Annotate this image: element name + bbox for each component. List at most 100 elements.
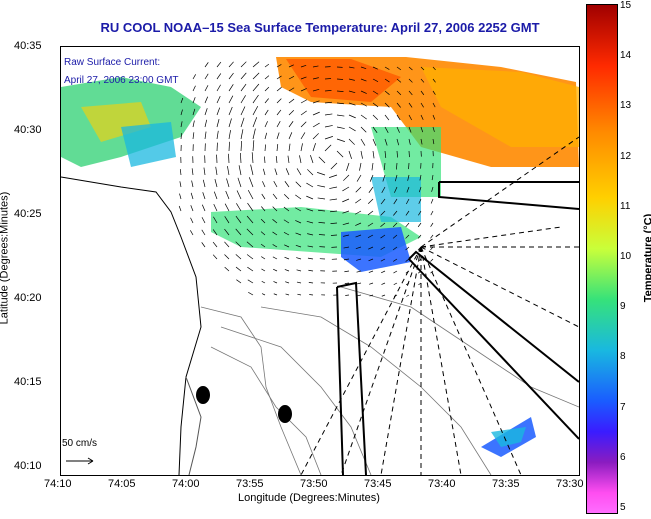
raw-surface-current-label: Raw Surface Current: [64,57,161,68]
current-arrow [212,241,218,248]
current-arrow [360,114,367,120]
current-arrow [204,85,209,92]
current-arrow [204,119,208,128]
current-arrow [236,279,242,284]
current-arrow [384,66,390,70]
current-arrow [355,246,362,250]
current-arrow [235,254,242,260]
current-arrow [394,186,398,193]
current-arrow [180,109,183,116]
current-arrow [384,138,388,146]
current-arrow [342,210,350,214]
current-arrow [367,198,374,205]
current-arrow [396,126,400,133]
current-arrow [252,83,260,92]
current-arrow [288,64,294,68]
current-arrow [228,84,234,92]
current-arrow [348,78,355,81]
y-tick-label: 40:35 [14,40,42,52]
current-arrow [299,155,302,164]
current-arrow [430,222,434,227]
current-arrow [368,186,374,193]
current-arrow [190,217,194,224]
current-arrow [276,98,282,104]
current-arrow [348,114,356,119]
current-arrow [264,121,268,128]
current-arrow [300,121,307,128]
current-arrow [360,102,368,107]
current-arrow [212,254,218,260]
current-arrow [405,222,410,228]
current-arrow [300,76,307,80]
current-arrow [179,169,182,176]
current-arrow [406,186,410,193]
current-arrow [213,216,218,224]
current-arrow [228,106,233,116]
current-arrow [384,90,390,95]
current-arrow [261,268,266,272]
current-arrow [274,168,278,176]
current-arrow [396,114,401,121]
current-arrow [307,169,314,176]
current-arrow [393,294,398,297]
current-arrow [381,282,386,285]
y-tick-label: 40:25 [14,208,42,220]
current-arrow [381,294,386,297]
current-arrow [382,174,386,182]
current-arrow [408,138,411,145]
current-arrow [360,138,366,146]
current-arrow [392,234,398,239]
current-arrow [380,234,386,239]
current-arrow [247,279,254,284]
current-arrow [430,234,434,239]
current-arrow [180,97,184,104]
current-arrow [317,185,326,188]
current-arrow [348,66,355,69]
current-arrow [384,126,389,134]
current-arrow [252,61,260,68]
current-arrow [215,166,218,176]
current-arrow [367,234,374,239]
current-arrow [284,269,290,272]
current-arrow [336,90,344,92]
current-arrow [312,77,319,80]
current-arrow [372,90,379,95]
current-arrow [192,97,196,104]
current-arrow [240,61,247,68]
current-arrow [235,215,242,224]
current-arrow [225,190,230,200]
current-arrow [396,138,400,146]
current-arrow [276,64,282,68]
current-arrow [204,131,207,140]
current-arrow [192,132,195,140]
map-svg [61,57,579,475]
current-arrow [276,144,279,152]
current-arrow [190,205,194,212]
temperature-colorbar [586,4,618,514]
current-arrow [250,164,254,176]
current-arrow [360,78,367,82]
current-arrow [372,78,379,83]
current-arrow [317,197,326,200]
current-arrow [262,168,266,176]
colorbar-tick: 12 [620,150,632,162]
current-arrow [380,270,386,274]
current-arrow [367,222,374,227]
current-arrow [272,256,278,260]
current-arrow [204,62,209,68]
current-arrow [246,228,254,236]
current-arrow [228,72,234,80]
current-arrow [201,217,206,224]
current-arrow [336,126,345,129]
current-arrow [191,168,194,176]
current-arrow [343,258,350,261]
current-arrow [272,219,278,224]
current-arrow [392,246,398,251]
current-arrow [252,128,256,140]
current-arrow [384,114,390,121]
current-arrow [348,138,355,145]
y-tick-label: 40:15 [14,376,42,388]
current-arrow [264,98,269,104]
current-arrow [216,130,219,140]
current-arrow [273,281,278,284]
